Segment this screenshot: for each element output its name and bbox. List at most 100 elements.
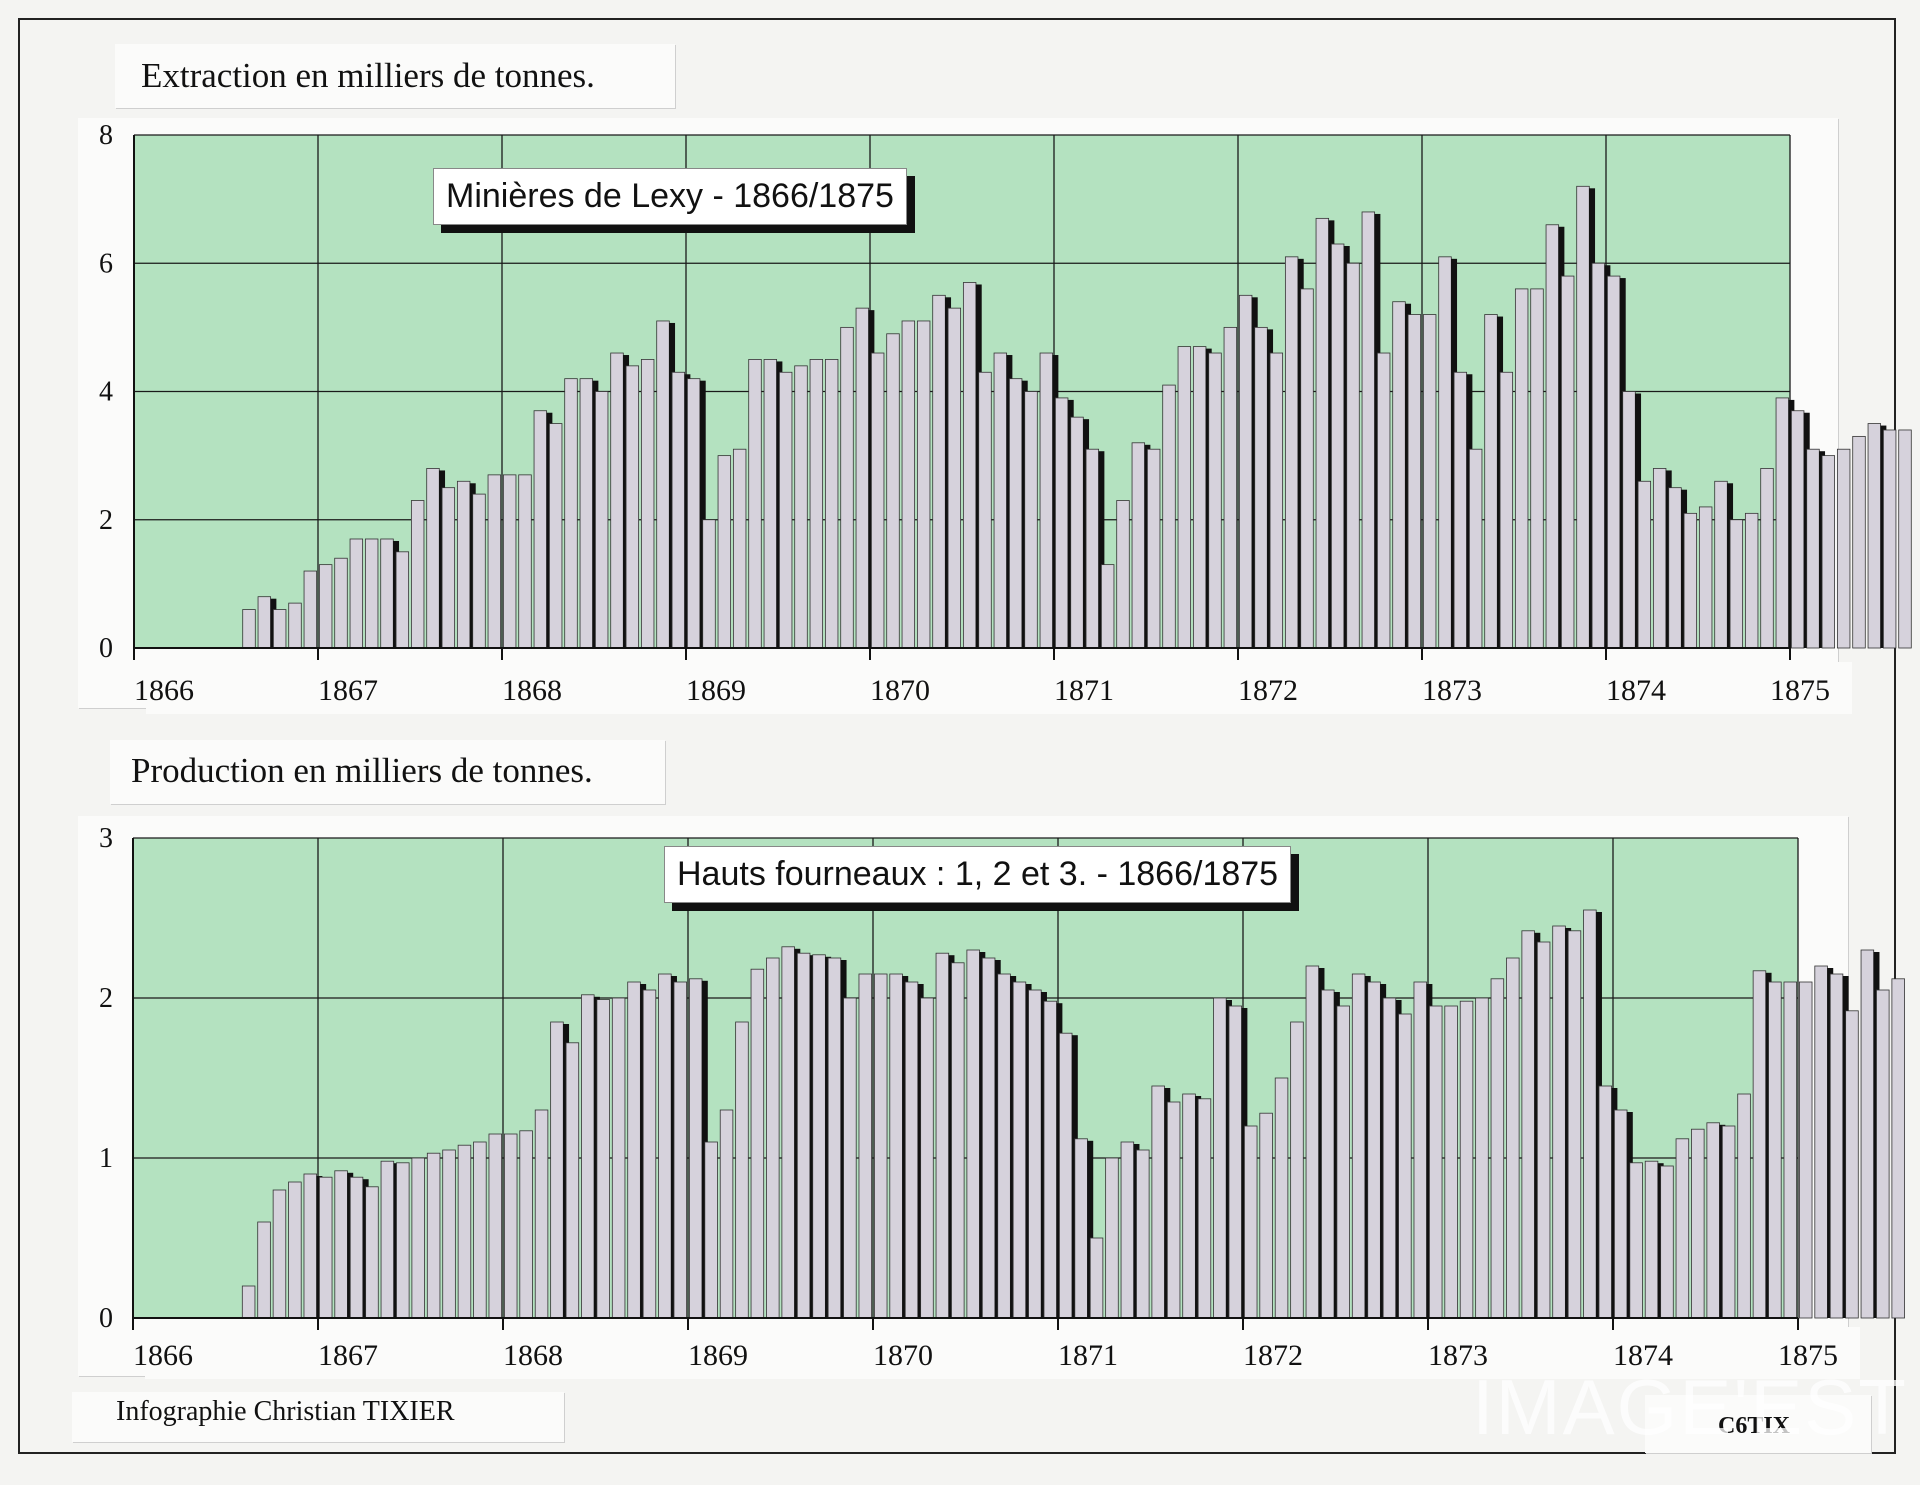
x-tick-label: 1872 [1243,1339,1303,1372]
x-tick-label: 1874 [1606,674,1666,707]
bar [766,957,780,1319]
bar [1836,448,1851,649]
y-tick-label: 2 [99,983,113,1014]
bar [349,1176,364,1319]
x-tick-label: 1867 [318,1339,378,1372]
x-tick-label: 1875 [1770,674,1830,707]
caption-extraction: Extraction en milliers de tonnes. [141,56,595,95]
x-tick-label: 1870 [870,674,930,707]
x-tick-label: 1874 [1613,1339,1673,1372]
x-tick-label: 1875 [1778,1339,1838,1372]
bar [1459,1000,1474,1319]
bar [981,957,996,1319]
bar [1028,989,1042,1319]
y-tick-label: 8 [99,120,113,151]
bar [1243,1125,1258,1319]
y-tick-label: 2 [99,505,113,536]
x-tick-label: 1873 [1422,674,1482,707]
bar [380,1160,395,1319]
plot-area [133,838,1798,1318]
bar-shadow [1098,451,1105,648]
bar [904,981,919,1319]
bar [1691,1128,1705,1319]
bar [1876,989,1890,1319]
bar [920,997,934,1319]
bar [365,1186,379,1319]
bar [1660,1165,1674,1319]
bar [1228,1005,1243,1319]
bar [534,1109,549,1319]
bar [1259,1112,1273,1319]
bar [1506,957,1520,1319]
bar [1166,1101,1181,1319]
x-tick-label: 1868 [502,674,562,707]
x-tick-label: 1873 [1428,1339,1488,1372]
x-tick-label: 1868 [503,1339,563,1372]
bar [1074,1138,1088,1319]
bar [457,1144,472,1319]
bar [658,973,672,1319]
bar [858,973,873,1319]
bar [1428,1005,1443,1319]
x-tick-label: 1870 [873,1339,933,1372]
x-tick-label: 1869 [686,674,746,707]
y-tick-label: 6 [99,248,113,279]
bar [1182,1093,1196,1319]
x-tick-label: 1866 [133,1339,193,1372]
bar [1860,949,1875,1319]
bar [1105,1157,1119,1319]
bar [1552,925,1566,1319]
bar [1521,930,1535,1319]
bar [1721,1125,1736,1319]
bar [581,994,595,1319]
bar [1043,1000,1058,1319]
bar-shadow [699,380,706,648]
chart-title-extraction: Minières de Lexy - 1866/1875 [433,168,907,225]
x-tick-label: 1866 [134,674,194,707]
bar [272,1189,287,1319]
bar [1821,455,1836,649]
bar [334,1170,348,1319]
bar [611,997,626,1319]
y-tick-label: 0 [99,1303,113,1334]
y-tick-label: 1 [99,1143,113,1174]
y-tick-label: 4 [99,377,113,408]
bar [889,973,903,1319]
bar [1197,1098,1212,1319]
bar [1768,981,1782,1319]
x-label-strip [146,662,1852,714]
bar [1613,1109,1628,1319]
bar [1012,981,1027,1319]
bar [1336,1005,1350,1319]
bar [1351,973,1366,1319]
caption-production: Production en milliers de tonnes. [131,751,593,790]
bar [1305,965,1320,1319]
x-tick-label: 1871 [1054,674,1114,707]
signature: C6TIX [1718,1413,1791,1439]
bar [488,1133,503,1319]
bar [935,952,950,1319]
bar [704,1141,718,1319]
x-tick-label: 1869 [688,1339,748,1372]
bar [1382,997,1397,1319]
bar [1798,981,1813,1319]
bar [642,989,657,1319]
chart-title-production: Hauts fourneaux : 1, 2 et 3. - 1866/1875 [664,846,1292,903]
bar [1089,1237,1104,1319]
bar [1398,1013,1412,1319]
y-tick-label: 0 [99,633,113,664]
bar [627,981,641,1319]
bar [426,1152,441,1319]
bar [812,954,826,1319]
bar [1321,989,1335,1319]
bar [673,981,688,1319]
bar [596,999,610,1319]
x-tick-label: 1867 [318,674,378,707]
bar [1783,981,1798,1319]
x-tick-label: 1872 [1238,674,1298,707]
bar [1444,1005,1458,1319]
bar [257,1221,271,1319]
bar [1891,978,1905,1319]
